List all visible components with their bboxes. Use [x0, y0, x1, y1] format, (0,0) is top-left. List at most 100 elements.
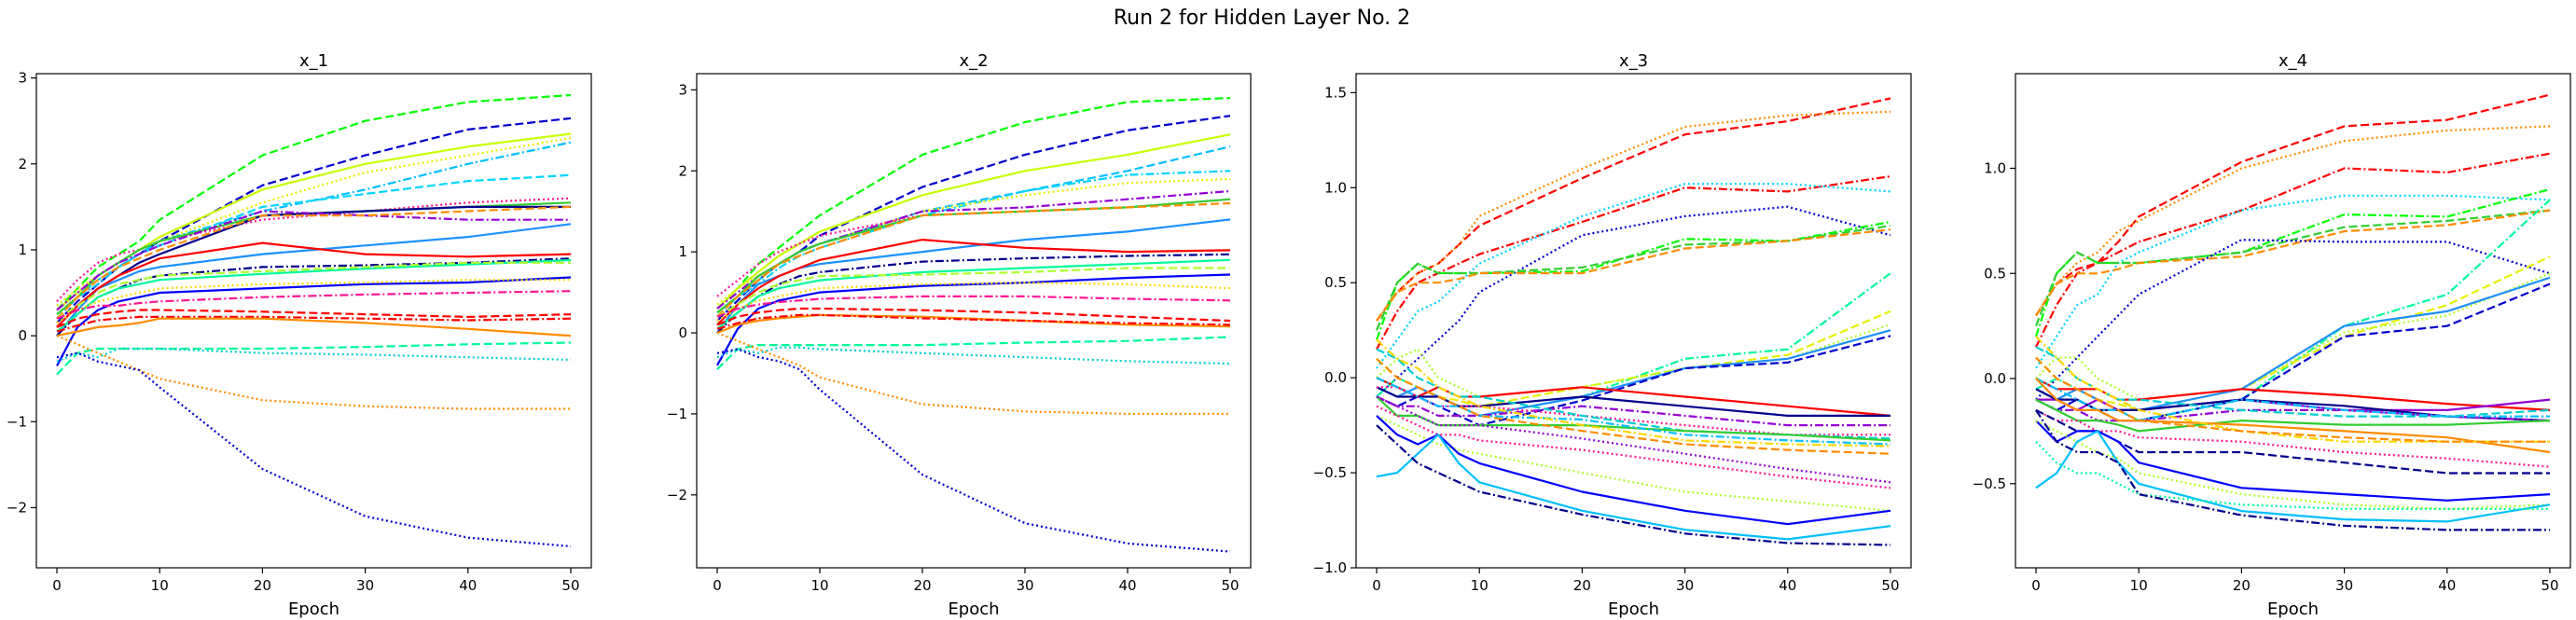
series-line-15: [56, 258, 572, 333]
series-line-20: [1376, 377, 1891, 446]
x-tick-label: 10: [810, 577, 828, 594]
series-line-7: [716, 189, 1231, 310]
series-line-3: [56, 132, 572, 311]
x-tick-label: 0: [1372, 577, 1381, 594]
series-line-27: [2035, 420, 2551, 511]
series-line-15: [716, 267, 1230, 318]
series-line-12: [2035, 276, 2551, 411]
axes-frame: [2015, 73, 2571, 569]
series-line-4: [56, 137, 572, 307]
series-line-29: [2035, 440, 2550, 511]
series-line-11: [56, 205, 572, 320]
x-tick-label: 30: [2335, 577, 2353, 594]
axes-frame: [696, 73, 1252, 569]
x-tick-label: 40: [1779, 577, 1796, 594]
x-tick-label: 40: [1118, 577, 1136, 594]
series-line-18: [716, 295, 1231, 318]
series-line-7: [56, 197, 572, 303]
subplot-x4: 0 10 20 30 40 50 −0.5 0.0 0.5 1.0 x_4 Epoch: [1973, 51, 2571, 619]
series-line-24: [56, 347, 572, 363]
series-line-26: [2035, 420, 2551, 502]
series-line-1: [56, 93, 572, 311]
series-line-2: [1376, 110, 1891, 322]
x-tick-label: 10: [151, 577, 169, 594]
x-tick-label: 30: [1676, 577, 1694, 594]
subplot-title: x_3: [1619, 51, 1648, 71]
x-tick-label: 20: [254, 577, 271, 594]
y-tick-label: 2: [678, 162, 687, 179]
series-line-28: [1376, 424, 1891, 546]
x-tick-label: 40: [459, 577, 477, 594]
series-line-4: [2035, 194, 2551, 369]
series-line-16: [1376, 395, 1890, 427]
series-line-7: [1375, 225, 1891, 331]
x-tick-label: 40: [2438, 577, 2456, 594]
series-line-21: [2035, 378, 2551, 454]
subplot-title: x_2: [959, 51, 988, 71]
y-tick-label: 1: [678, 243, 687, 260]
series-line-22: [1376, 357, 1891, 455]
series-line-28: [2035, 430, 2551, 523]
series-line-15: [1376, 386, 1890, 417]
y-tick-label: 1: [18, 241, 27, 258]
series-line-13: [2035, 282, 2551, 422]
series-line-25: [1376, 414, 1891, 512]
x-tick-label: 0: [2031, 577, 2041, 594]
y-tick-label: 0.0: [1324, 369, 1347, 386]
x-tick-label: 10: [1471, 577, 1489, 594]
y-tick-label: 0.5: [1324, 274, 1347, 291]
y-tick-label: 0.0: [1984, 370, 2006, 387]
series-line-26: [1376, 415, 1891, 526]
axes-frame: [35, 73, 592, 569]
series-line-12: [716, 239, 1231, 326]
x-tick-label: 50: [561, 577, 579, 594]
x-axis-label: Epoch: [288, 599, 339, 619]
y-tick-label: 0.5: [1984, 265, 2006, 282]
series-line-14: [716, 258, 1231, 330]
series-line-17: [1377, 386, 1890, 436]
series-line-16: [716, 273, 1231, 366]
series-lines: [716, 97, 1231, 553]
series-line-24: [716, 331, 1230, 415]
x-axis-label: Epoch: [948, 599, 999, 619]
series-line-8: [2035, 239, 2551, 401]
series-line-6: [2034, 209, 2551, 327]
subplot-x3: 0 10 20 30 40 50 −1.0 −0.5 0.0 0.5 1.0 1.5 x_3 Epoch: [1313, 51, 1912, 619]
y-tick-label: −1: [667, 406, 687, 422]
x-axis-label: Epoch: [2267, 599, 2319, 619]
subplot-title: x_1: [299, 51, 328, 71]
series-line-7: [2035, 209, 2551, 317]
y-tick-label: 0: [18, 327, 27, 344]
series-lines: [1375, 97, 1891, 546]
series-line-25: [716, 348, 1231, 553]
x-tick-label: 20: [1573, 577, 1591, 594]
x-tick-label: 50: [1221, 577, 1239, 594]
series-line-19: [716, 307, 1231, 326]
series-line-23: [56, 341, 572, 376]
series-line-11: [1376, 324, 1891, 398]
subplot-title: x_4: [2278, 51, 2307, 71]
series-line-27: [1376, 434, 1891, 541]
series-line-13: [716, 253, 1231, 334]
series-line-16: [2035, 388, 2551, 422]
series-line-5: [56, 141, 572, 320]
series-line-26: [56, 351, 572, 548]
series-line-24: [1376, 405, 1891, 489]
series-line-3: [716, 133, 1231, 310]
series-line-2: [716, 115, 1231, 322]
y-tick-label: 2: [18, 156, 27, 172]
x-tick-label: 10: [2130, 577, 2148, 594]
series-line-3: [2035, 152, 2551, 348]
series-line-22: [56, 317, 572, 338]
y-tick-label: −0.5: [1313, 464, 1347, 481]
series-line-25: [56, 335, 571, 410]
y-tick-label: 0: [678, 324, 687, 341]
series-line-24: [2035, 408, 2551, 468]
x-tick-label: 30: [1016, 577, 1033, 594]
series-line-10: [56, 210, 571, 311]
x-tick-label: 50: [2541, 577, 2558, 594]
series-line-17: [56, 276, 572, 366]
series-line-1: [716, 97, 1231, 310]
series-line-9: [716, 198, 1231, 314]
